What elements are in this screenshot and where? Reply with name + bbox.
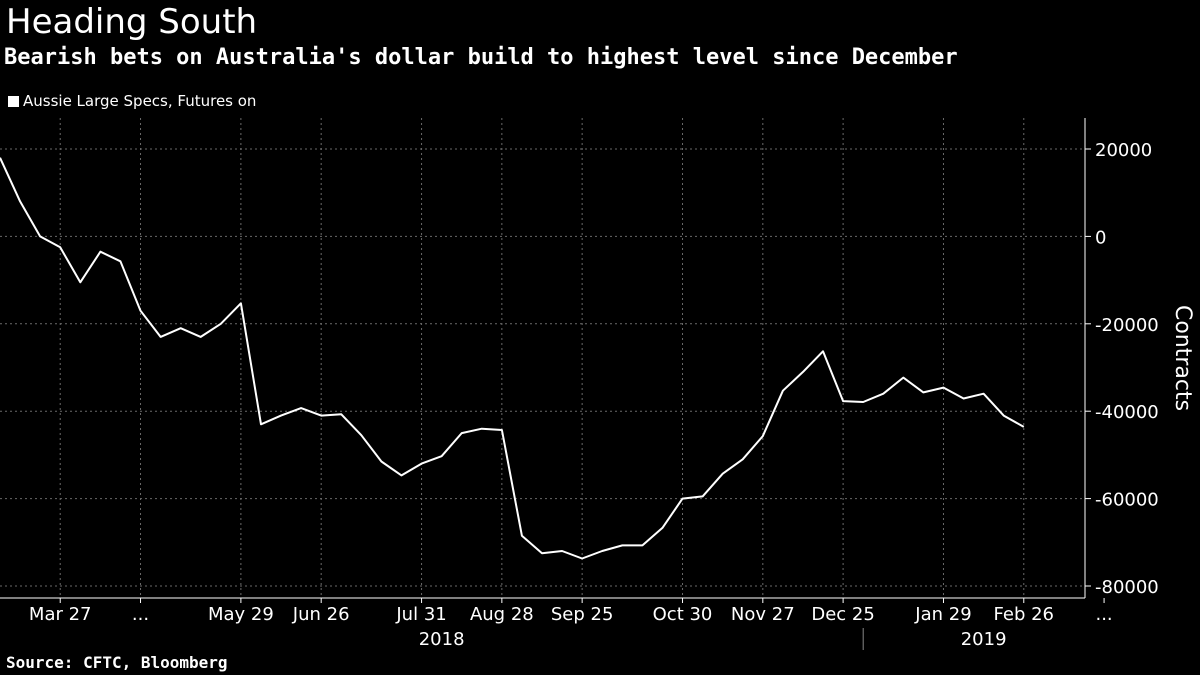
x-tick-label: Mar 27 — [29, 604, 92, 625]
axes — [0, 118, 1105, 650]
chart-subtitle: Bearish bets on Australia's dollar build… — [4, 45, 958, 70]
y-tick-label: -20000 — [1095, 315, 1159, 336]
chart-title: Heading South — [6, 2, 258, 42]
x-tick-label: Sep 25 — [551, 604, 614, 625]
legend-label: Aussie Large Specs, Futures on — [23, 92, 257, 110]
y-tick-label: -80000 — [1095, 577, 1159, 598]
x-tick-label: Aug 28 — [470, 604, 534, 625]
y-tick-label: -40000 — [1095, 402, 1159, 423]
x-tick-label: Oct 30 — [653, 604, 713, 625]
y-tick-label: 0 — [1095, 227, 1106, 248]
x-tick-label: ... — [132, 604, 149, 625]
x-tick-label: Nov 27 — [731, 604, 795, 625]
x-tick-label: May 29 — [208, 604, 274, 625]
grid-lines — [0, 118, 1085, 598]
legend: Aussie Large Specs, Futures on — [8, 92, 256, 110]
x-tick-label: Feb 26 — [994, 604, 1055, 625]
x-tick-label: Jul 31 — [395, 604, 446, 625]
series-line — [0, 157, 1025, 560]
x-tick-label: ... — [1095, 604, 1112, 625]
series-line-group — [0, 157, 1025, 560]
x-tick-label: Jan 29 — [914, 604, 971, 625]
y-tick-label: -60000 — [1095, 490, 1159, 511]
legend-swatch — [8, 95, 19, 107]
y-axis-label: Contracts — [1170, 305, 1195, 411]
x-tick-label: Jun 26 — [292, 604, 350, 625]
year-label: 2018 — [419, 629, 465, 650]
source-note: Source: CFTC, Bloomberg — [6, 653, 228, 672]
year-label: 2019 — [961, 629, 1007, 650]
y-tick-label: 20000 — [1095, 140, 1152, 161]
tick-labels: 20000 0 -20000 -40000 -60000 -80000 Mar 27... M… — [29, 140, 1195, 650]
x-tick-label: Dec 25 — [811, 604, 874, 625]
